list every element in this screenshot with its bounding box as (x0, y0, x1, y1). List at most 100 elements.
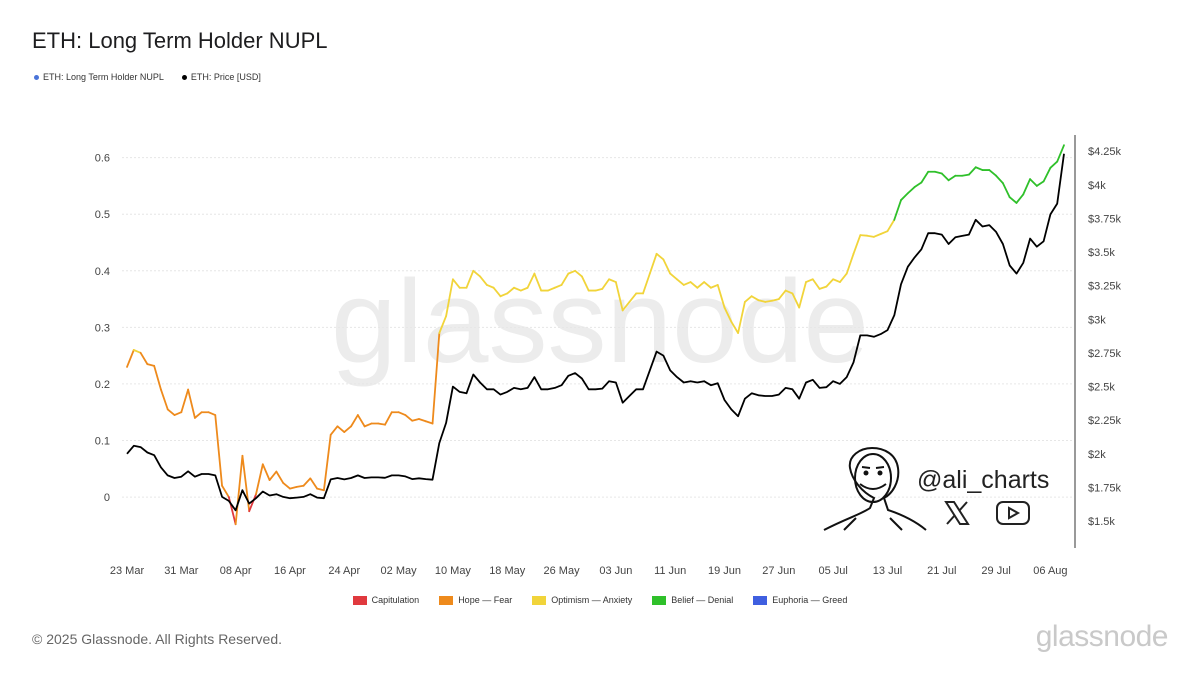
nupl-segment (601, 278, 610, 290)
zone-legend-item[interactable]: Capitulation (352, 595, 419, 605)
nupl-segment (526, 272, 536, 289)
nupl-segment (940, 172, 950, 182)
nupl-segment (268, 470, 278, 482)
zone-label: Optimism — Anxiety (551, 595, 633, 605)
nupl-segment (961, 173, 970, 177)
legend-dot-price (181, 74, 187, 80)
nupl-segment (234, 454, 244, 526)
nupl-segment (900, 192, 909, 201)
nupl-segment (193, 411, 203, 419)
nupl-segment (411, 418, 420, 422)
nupl-segment (1049, 160, 1059, 169)
x-tick-label: 23 Mar (110, 565, 145, 577)
x-logo-icon[interactable] (943, 500, 971, 526)
zone-label: Belief — Denial (671, 595, 734, 605)
author-avatar (823, 446, 927, 531)
nupl-segment (173, 411, 183, 416)
nupl-segment (737, 300, 746, 334)
nupl-segment (676, 278, 685, 286)
nupl-segment (995, 174, 1004, 184)
price-line (126, 153, 1065, 512)
nupl-segment (669, 272, 678, 281)
nupl-segment (485, 284, 495, 289)
y-left-tick-label: 0.5 (95, 209, 110, 221)
nupl-segment (180, 388, 190, 414)
legend-item-price[interactable]: ETH: Price [USD] (181, 72, 261, 82)
nupl-segment (811, 278, 821, 290)
nupl-segment (743, 295, 753, 303)
zone-swatch-euphoria-greed (753, 595, 768, 605)
nupl-segment (852, 234, 862, 255)
zone-legend-item[interactable]: Optimism — Anxiety (532, 595, 632, 605)
nupl-segment (132, 349, 142, 354)
zone-legend-item[interactable]: Belief — Denial (652, 595, 733, 605)
youtube-icon[interactable] (995, 500, 1031, 526)
y-right-tick-label: $2k (1088, 449, 1106, 461)
nupl-segment (893, 199, 902, 221)
zone-legend-item[interactable]: Euphoria — Greed (753, 595, 847, 605)
nupl-segment (513, 286, 522, 292)
nupl-segment (553, 284, 563, 289)
nupl-segment (1029, 178, 1038, 187)
nupl-segment (777, 289, 787, 300)
nupl-segment (791, 292, 801, 309)
nupl-segment (221, 484, 230, 498)
nupl-segment (492, 286, 502, 298)
nupl-segment (968, 166, 977, 176)
nupl-segment (594, 287, 604, 292)
y-left-tick-label: 0.1 (95, 436, 110, 448)
x-tick-label: 03 Jun (599, 565, 632, 577)
copyright-notice: © 2025 Glassnode. All Rights Reserved. (32, 631, 283, 647)
nupl-segment (472, 269, 481, 278)
y-left-tick-label: 0.2 (95, 379, 110, 391)
nupl-segment (628, 292, 638, 303)
legend-item-nupl[interactable]: ETH: Long Term Holder NUPL (34, 72, 164, 82)
nupl-segment (479, 275, 488, 286)
nupl-segment (384, 411, 393, 426)
x-tick-label: 02 May (381, 565, 418, 577)
nupl-segment (438, 315, 448, 334)
x-tick-label: 24 Apr (328, 565, 360, 577)
nupl-series (126, 144, 1065, 526)
x-tick-label: 10 May (435, 565, 472, 577)
nupl-segment (886, 218, 896, 233)
nupl-segment (465, 269, 475, 289)
y-left-tick-label: 0.3 (95, 322, 110, 334)
x-tick-label: 06 Aug (1033, 565, 1067, 577)
price-series (126, 153, 1065, 512)
nupl-segment (397, 411, 407, 416)
nupl-segment (302, 477, 312, 487)
watermark: glassnode (331, 256, 869, 388)
y-right-tick-label: $2.25k (1088, 415, 1122, 427)
zone-label: Hope — Fear (458, 595, 513, 605)
nupl-segment (879, 230, 889, 235)
x-tick-label: 29 Jul (981, 565, 1010, 577)
y-right-tick-label: $2.75k (1088, 348, 1122, 360)
y-left-tick-label: 0.4 (95, 266, 110, 278)
nupl-segment (214, 414, 223, 487)
x-tick-label: 05 Jul (818, 565, 847, 577)
zone-label: Euphoria — Greed (772, 595, 848, 605)
nupl-segment (784, 289, 794, 295)
nupl-segment (581, 275, 590, 292)
x-tick-label: 31 Mar (164, 565, 199, 577)
zone-legend-item[interactable]: Hope — Fear (439, 595, 512, 605)
nupl-segment (329, 425, 339, 436)
nupl-segment (872, 233, 882, 238)
y-right-tick-label: $3.25k (1088, 281, 1122, 293)
nupl-segment (947, 174, 957, 182)
nupl-segment (866, 234, 875, 238)
nupl-segment (1042, 166, 1052, 183)
nupl-segment (608, 278, 617, 283)
nupl-segment (248, 493, 257, 513)
x-tick-label: 16 Apr (274, 565, 306, 577)
nupl-segment (533, 272, 543, 292)
nupl-segment (207, 411, 217, 416)
x-axis: 23 Mar 31 Mar 08 Apr 16 Apr 24 Apr 02 May 10 M… (110, 565, 1068, 577)
y-axis-left: 0 0.1 0.2 0.3 0.4 0.5 0.6 (95, 153, 110, 504)
nupl-segment (696, 281, 706, 289)
nupl-segment (574, 269, 583, 278)
nupl-segment (519, 286, 529, 292)
x-tick-label: 11 Jun (654, 565, 686, 577)
